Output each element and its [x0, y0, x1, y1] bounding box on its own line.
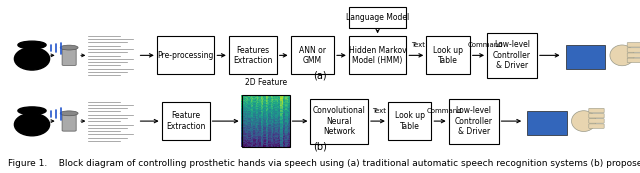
FancyBboxPatch shape: [157, 36, 214, 74]
FancyBboxPatch shape: [62, 49, 76, 65]
Ellipse shape: [14, 113, 50, 136]
FancyBboxPatch shape: [62, 115, 76, 131]
FancyBboxPatch shape: [589, 113, 604, 118]
FancyBboxPatch shape: [566, 45, 605, 69]
Bar: [242, 95, 290, 147]
Text: (b): (b): [313, 141, 327, 151]
FancyBboxPatch shape: [589, 119, 604, 123]
Text: Look up
Table: Look up Table: [395, 111, 424, 131]
FancyBboxPatch shape: [627, 43, 640, 47]
Text: Language Model: Language Model: [346, 13, 409, 22]
FancyBboxPatch shape: [426, 36, 470, 74]
FancyBboxPatch shape: [449, 99, 499, 144]
Text: Text: Text: [411, 42, 425, 48]
FancyBboxPatch shape: [589, 108, 604, 113]
Text: Command: Command: [427, 108, 463, 114]
Text: Convolutional
Neural
Network: Convolutional Neural Network: [313, 106, 365, 136]
FancyBboxPatch shape: [310, 99, 368, 144]
FancyBboxPatch shape: [627, 58, 640, 63]
FancyBboxPatch shape: [487, 33, 537, 78]
Text: 2D Feature: 2D Feature: [244, 78, 287, 86]
Ellipse shape: [572, 111, 596, 131]
Text: Low-level
Controller
& Driver: Low-level Controller & Driver: [493, 40, 531, 70]
Text: Text: Text: [372, 108, 387, 114]
Circle shape: [60, 45, 78, 50]
Text: (a): (a): [313, 70, 327, 80]
Circle shape: [18, 41, 46, 49]
FancyBboxPatch shape: [627, 53, 640, 57]
Text: Hidden Markov
Model (HMM): Hidden Markov Model (HMM): [349, 46, 406, 65]
Text: Feature
Extraction: Feature Extraction: [166, 111, 205, 131]
Text: Command: Command: [467, 42, 503, 48]
Text: Pre-processing: Pre-processing: [157, 51, 214, 60]
FancyBboxPatch shape: [589, 124, 604, 128]
FancyBboxPatch shape: [349, 7, 406, 28]
Ellipse shape: [610, 45, 634, 66]
FancyBboxPatch shape: [349, 36, 406, 74]
FancyBboxPatch shape: [627, 48, 640, 52]
Ellipse shape: [14, 48, 50, 70]
FancyBboxPatch shape: [229, 36, 277, 74]
Text: ANN or
GMM: ANN or GMM: [299, 46, 326, 65]
Text: Look up
Table: Look up Table: [433, 46, 463, 65]
FancyBboxPatch shape: [291, 36, 334, 74]
Circle shape: [18, 107, 46, 115]
Text: Low-level
Controller
& Driver: Low-level Controller & Driver: [454, 106, 493, 136]
Circle shape: [60, 111, 78, 116]
FancyBboxPatch shape: [527, 111, 567, 135]
FancyBboxPatch shape: [388, 102, 431, 140]
Text: Features
Extraction: Features Extraction: [233, 46, 273, 65]
Text: Figure 1.    Block diagram of controlling prosthetic hands via speech using (a) : Figure 1. Block diagram of controlling p…: [8, 159, 640, 168]
FancyBboxPatch shape: [161, 102, 210, 140]
